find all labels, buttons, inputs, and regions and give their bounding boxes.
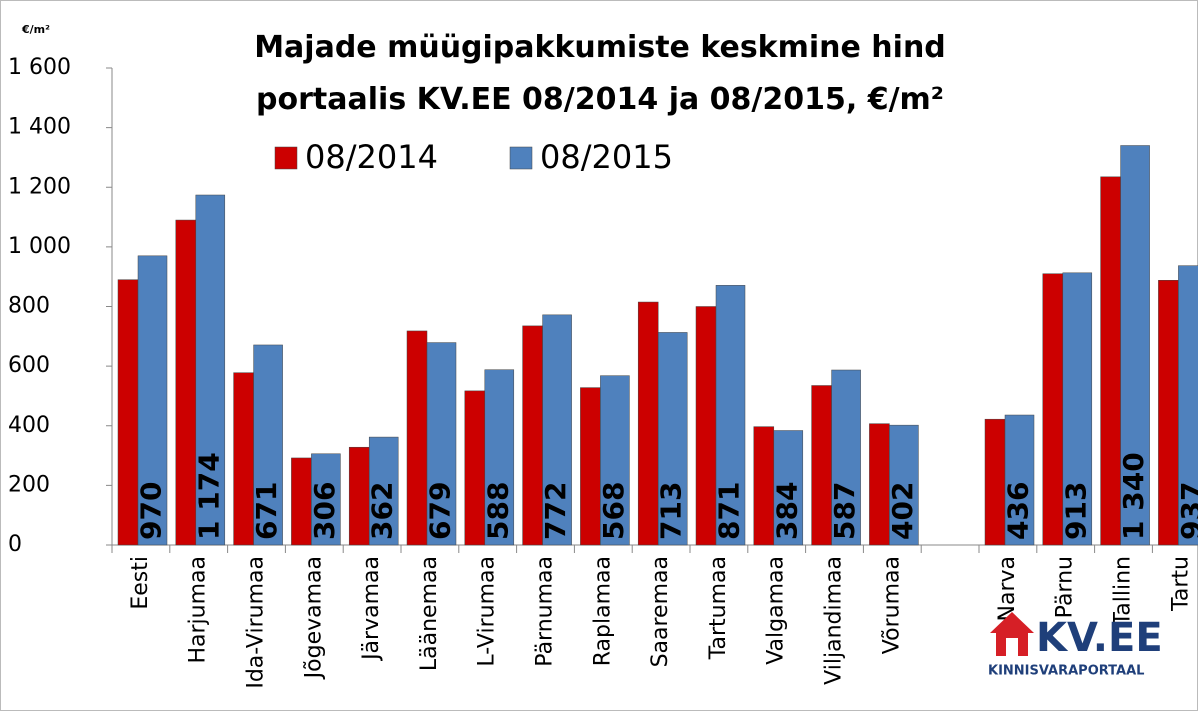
logo-tagline: KINNISVARAPORTAAL (988, 664, 1144, 679)
value-label: 970 (135, 482, 168, 540)
x-tick-label: Pärnumaa (533, 556, 558, 667)
value-label: 436 (1002, 482, 1035, 540)
value-label: 1 174 (192, 452, 225, 540)
bar (1178, 265, 1198, 546)
value-label: 362 (366, 482, 399, 540)
x-tick-label: Tallinn (1111, 556, 1136, 627)
bar (773, 430, 804, 546)
y-tick-label: 0 (8, 532, 22, 557)
y-tick-label: 400 (8, 413, 50, 438)
bar (368, 436, 399, 546)
value-label: 1 340 (1117, 452, 1150, 540)
value-label: 306 (308, 482, 341, 540)
x-tick-label: Eesti (128, 556, 153, 610)
value-label: 671 (250, 482, 283, 540)
value-label: 713 (655, 482, 688, 540)
x-tick-label: Järvamaa (359, 556, 384, 662)
bar (484, 369, 515, 546)
value-label: 588 (481, 482, 514, 540)
y-tick-label: 1 200 (8, 174, 71, 199)
x-tick-label: Pärnu (1053, 556, 1078, 618)
bar (311, 453, 341, 546)
y-unit: €/m² (21, 23, 50, 36)
x-tick-label: Narva (995, 556, 1020, 621)
x-tick-label: Võrumaa (879, 556, 904, 654)
bar (889, 424, 919, 546)
x-tick-label: Valgamaa (764, 556, 789, 665)
x-tick-label: Jõgevamaa (301, 556, 326, 680)
y-tick-label: 200 (8, 472, 50, 497)
x-tick-label: Tartumaa (706, 556, 731, 660)
bar (657, 332, 688, 546)
bar (715, 285, 746, 546)
x-tick-label: Viljandimaa (822, 556, 847, 685)
logo-icon (990, 612, 1034, 656)
title-group: Majade müügipakkumiste keskmine hind port… (205, 22, 1005, 127)
title-bg (205, 22, 1005, 127)
x-tick-label: Läänemaa (417, 556, 442, 671)
bar (1062, 272, 1093, 546)
y-tick-label: 1 600 (8, 55, 71, 80)
x-tick-label: Harjumaa (186, 556, 211, 664)
bar (1004, 414, 1035, 546)
legend-swatch (509, 146, 533, 170)
y-tick-label: 1 000 (8, 234, 71, 259)
value-label: 772 (539, 482, 572, 540)
legend-label: 08/2015 (540, 138, 673, 176)
value-label: 937 (1175, 482, 1198, 540)
bar (1120, 145, 1150, 546)
x-tick-label: L-Virumaa (475, 556, 500, 667)
value-label: 402 (886, 482, 919, 540)
x-tick-label: Tartu (1168, 556, 1193, 612)
value-label: 587 (828, 482, 861, 540)
x-tick-label: Saaremaa (648, 556, 673, 667)
value-label: 679 (424, 482, 457, 540)
x-tick-label: Ida-Virumaa (244, 556, 269, 689)
y-tick-label: 1 400 (8, 115, 71, 140)
bar (426, 342, 457, 546)
bar (542, 314, 572, 546)
chart-title: Majade müügipakkumiste keskmine hind port… (254, 30, 946, 117)
y-tick-label: 800 (8, 294, 50, 319)
bar (600, 375, 630, 546)
logo-door (1006, 638, 1018, 656)
bar (195, 194, 226, 546)
value-label: 384 (770, 482, 803, 540)
value-label: 913 (1059, 482, 1092, 540)
value-label: 871 (713, 482, 746, 540)
y-tick-label: 600 (8, 353, 50, 378)
legend-swatch (274, 146, 298, 170)
bar (831, 369, 861, 546)
bar (253, 344, 283, 546)
value-label: 568 (597, 482, 630, 540)
legend-label: 08/2014 (305, 138, 438, 176)
x-tick-label: Raplamaa (590, 556, 615, 666)
bar (137, 255, 168, 546)
logo-name: KV.EE (1036, 615, 1163, 661)
